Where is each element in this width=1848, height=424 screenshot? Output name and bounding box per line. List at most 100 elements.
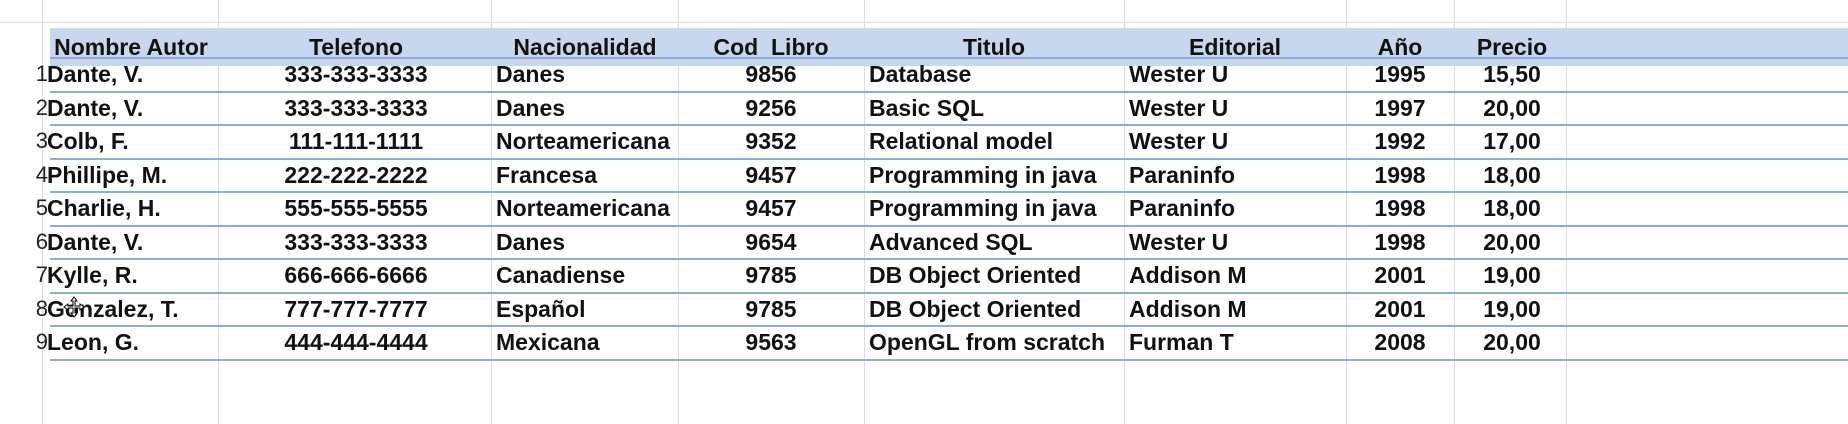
cell-ano[interactable]: 2001 — [1374, 296, 1426, 322]
cell-precio[interactable]: 20,00 — [1483, 329, 1541, 355]
cell-cod-libro[interactable]: 9256 — [745, 95, 797, 121]
cell-titulo[interactable]: Programming in java — [869, 195, 1097, 221]
cell-nombre-autor[interactable]: Charlie, H. — [47, 195, 161, 221]
cell-nombre-autor[interactable]: Dante, V. — [47, 229, 144, 255]
cell-nombre-autor[interactable]: Phillipe, M. — [47, 162, 168, 188]
cell-precio[interactable]: 20,00 — [1483, 95, 1541, 121]
cell-precio[interactable]: 15,50 — [1483, 61, 1541, 87]
cell-nombre-autor[interactable]: Colb, F. — [47, 128, 129, 154]
cell-nacionalidad[interactable]: Danes — [496, 229, 566, 255]
cell-editorial[interactable]: Wester U — [1129, 61, 1229, 87]
cell-titulo[interactable]: OpenGL from scratch — [869, 329, 1106, 355]
column-header-precio[interactable]: Precio — [1476, 34, 1548, 60]
cell-editorial[interactable]: Wester U — [1129, 229, 1229, 255]
cell-ano[interactable]: 1998 — [1374, 195, 1426, 221]
cell-editorial[interactable]: Addison M — [1129, 296, 1247, 322]
cell-nacionalidad[interactable]: Norteamericana — [496, 195, 670, 221]
row-separator — [50, 292, 1848, 294]
column-header-cod-libro[interactable]: Cod_Libro — [713, 34, 829, 60]
row-number: 1 — [35, 61, 48, 86]
cell-telefono[interactable]: 222-222-2222 — [284, 162, 428, 188]
row-number: 4 — [35, 162, 48, 187]
cell-precio[interactable]: 20,00 — [1483, 229, 1541, 255]
cell-ano[interactable]: 2001 — [1374, 262, 1426, 288]
cell-ano[interactable]: 1992 — [1374, 128, 1426, 154]
cell-editorial[interactable]: Wester U — [1129, 128, 1229, 154]
gridline — [1454, 0, 1455, 424]
cell-nombre-autor[interactable]: Dante, V. — [47, 95, 144, 121]
cell-editorial[interactable]: Furman T — [1129, 329, 1234, 355]
row-separator — [50, 124, 1848, 126]
column-header-nacionalidad[interactable]: Nacionalidad — [513, 34, 657, 60]
column-header-nombre-autor[interactable]: Nombre Autor — [54, 34, 208, 60]
row-number: 7 — [35, 262, 48, 287]
cell-cod-libro[interactable]: 9457 — [745, 162, 797, 188]
cell-nombre-autor[interactable]: Leon, G. — [47, 329, 139, 355]
row-separator — [50, 191, 1848, 193]
cell-titulo[interactable]: Basic SQL — [869, 95, 985, 121]
cell-nombre-autor[interactable]: Dante, V. — [47, 61, 144, 87]
cell-nombre-autor[interactable]: Gonzalez, T. — [47, 296, 179, 322]
cell-cod-libro[interactable]: 9785 — [745, 296, 797, 322]
gridline — [42, 0, 43, 424]
cell-ano[interactable]: 1998 — [1374, 162, 1426, 188]
cell-cod-libro[interactable]: 9563 — [745, 329, 797, 355]
column-header-telefono[interactable]: Telefono — [308, 34, 404, 60]
cell-editorial[interactable]: Paraninfo — [1129, 195, 1236, 221]
cell-ano[interactable]: 1998 — [1374, 229, 1426, 255]
cell-telefono[interactable]: 333-333-3333 — [284, 61, 428, 87]
cell-ano[interactable]: 1995 — [1374, 61, 1426, 87]
move-cursor-icon — [63, 296, 85, 318]
cell-nacionalidad[interactable]: Mexicana — [496, 329, 600, 355]
cell-telefono[interactable]: 555-555-5555 — [284, 195, 428, 221]
cell-titulo[interactable]: Programming in java — [869, 162, 1097, 188]
column-header-editorial[interactable]: Editorial — [1188, 34, 1281, 60]
row-separator — [50, 225, 1848, 227]
gridline — [218, 0, 219, 424]
cell-ano[interactable]: 2008 — [1374, 329, 1426, 355]
row-number: 2 — [35, 95, 48, 120]
cell-telefono[interactable]: 333-333-3333 — [284, 95, 428, 121]
cell-ano[interactable]: 1997 — [1374, 95, 1426, 121]
row-number: 3 — [35, 128, 48, 153]
gridline — [0, 22, 1848, 23]
cell-nacionalidad[interactable]: Canadiense — [496, 262, 626, 288]
cell-cod-libro[interactable]: 9457 — [745, 195, 797, 221]
cell-nacionalidad[interactable]: Norteamericana — [496, 128, 670, 154]
column-header-titulo[interactable]: Titulo — [962, 34, 1026, 60]
cell-cod-libro[interactable]: 9352 — [745, 128, 797, 154]
cell-telefono[interactable]: 777-777-7777 — [284, 296, 428, 322]
cell-cod-libro[interactable]: 9856 — [745, 61, 797, 87]
row-number: 9 — [35, 329, 48, 354]
cell-editorial[interactable]: Addison M — [1129, 262, 1247, 288]
cell-telefono[interactable]: 666-666-6666 — [284, 262, 428, 288]
cell-titulo[interactable]: DB Object Oriented — [869, 262, 1082, 288]
column-header-ano[interactable]: Año — [1377, 34, 1423, 60]
cell-precio[interactable]: 18,00 — [1483, 195, 1541, 221]
cell-titulo[interactable]: Relational model — [869, 128, 1054, 154]
cell-nacionalidad[interactable]: Francesa — [496, 162, 598, 188]
cell-precio[interactable]: 19,00 — [1483, 262, 1541, 288]
cell-telefono[interactable]: 333-333-3333 — [284, 229, 428, 255]
gridline — [1566, 0, 1567, 424]
cell-precio[interactable]: 18,00 — [1483, 162, 1541, 188]
cell-nacionalidad[interactable]: Español — [496, 296, 586, 322]
cell-titulo[interactable]: Database — [869, 61, 972, 87]
cell-precio[interactable]: 19,00 — [1483, 296, 1541, 322]
row-separator — [50, 359, 1848, 361]
cell-nombre-autor[interactable]: Kylle, R. — [47, 262, 138, 288]
cell-editorial[interactable]: Paraninfo — [1129, 162, 1236, 188]
cell-editorial[interactable]: Wester U — [1129, 95, 1229, 121]
cell-telefono[interactable]: 444-444-4444 — [284, 329, 428, 355]
cell-nacionalidad[interactable]: Danes — [496, 61, 566, 87]
cell-cod-libro[interactable]: 9785 — [745, 262, 797, 288]
cell-titulo[interactable]: Advanced SQL — [869, 229, 1033, 255]
cell-precio[interactable]: 17,00 — [1483, 128, 1541, 154]
gridline — [678, 0, 679, 424]
cell-telefono[interactable]: 111-111-1111 — [288, 128, 424, 154]
cell-nacionalidad[interactable]: Danes — [496, 95, 566, 121]
cell-titulo[interactable]: DB Object Oriented — [869, 296, 1082, 322]
cell-cod-libro[interactable]: 9654 — [745, 229, 797, 255]
gridline — [491, 0, 492, 424]
